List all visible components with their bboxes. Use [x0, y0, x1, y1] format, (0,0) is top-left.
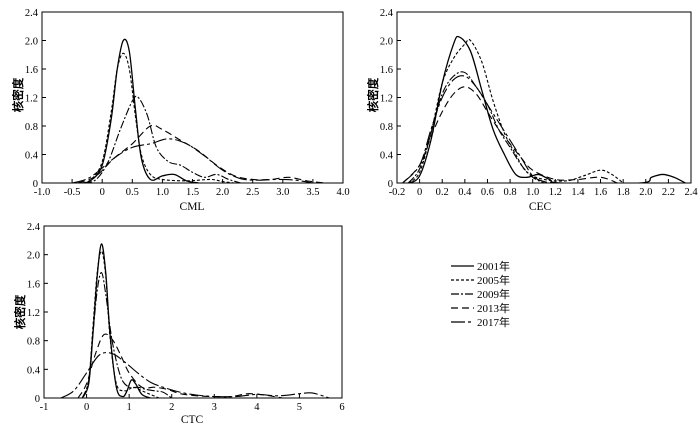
series-line-2001: [407, 35, 686, 183]
x-tick-label: 1: [127, 402, 132, 413]
x-tick-label: 2.0: [639, 187, 652, 198]
series-line-2009: [81, 272, 173, 398]
y-axis-label: 核密度: [13, 294, 27, 329]
y-tick-label: 1.2: [27, 308, 40, 319]
y-tick-label: 1.2: [380, 94, 393, 105]
y-tick-label: 2.0: [27, 251, 40, 262]
series-line-2001: [78, 38, 199, 183]
x-tick-label: 0: [417, 187, 422, 198]
series-line-2009: [407, 71, 545, 183]
x-tick-label: 1.8: [617, 187, 630, 198]
x-tick-label: 0.6: [481, 187, 494, 198]
x-tick-label: 1.0: [526, 187, 539, 198]
series-line-2013: [77, 333, 283, 398]
x-tick-label: 5: [297, 402, 302, 413]
y-axis-label: 核密度: [366, 77, 380, 112]
y-tick-label: 1.6: [25, 65, 38, 76]
plot-frame: [43, 225, 343, 399]
x-tick-label: 4.0: [336, 187, 349, 198]
plot-frame: [396, 11, 692, 184]
y-tick-label: 0: [33, 179, 38, 190]
x-tick-label: 0.5: [126, 187, 139, 198]
legend-label-2013: 2013年: [477, 301, 510, 315]
legend-label-2001: 2001年: [477, 259, 510, 273]
x-tick-label: 0: [84, 402, 89, 413]
x-tick-label: 0: [100, 187, 105, 198]
x-tick-label: 1.2: [549, 187, 562, 198]
x-tick-label: 2.4: [684, 187, 698, 198]
x-tick-label: 1.0: [156, 187, 169, 198]
x-tick-label: 2.0: [216, 187, 229, 198]
x-axis-label: CML: [180, 201, 205, 213]
x-tick-label: 2.2: [662, 187, 675, 198]
x-tick-label: 4: [254, 402, 260, 413]
y-tick-label: 2.0: [380, 37, 393, 48]
y-tick-label: 0: [388, 179, 393, 190]
y-tick-label: 1.6: [380, 65, 393, 76]
y-tick-label: 2.0: [25, 37, 38, 48]
x-tick-label: 1.4: [571, 187, 585, 198]
x-tick-label: 0.8: [504, 187, 517, 198]
x-tick-label: -1: [40, 402, 49, 413]
series-line-2017: [71, 138, 313, 183]
y-axis-label: 核密度: [11, 77, 25, 112]
x-tick-label: 2.5: [246, 187, 259, 198]
x-tick-label: 3: [212, 402, 217, 413]
y-tick-label: 2.4: [380, 8, 394, 19]
x-tick-label: -0.2: [389, 187, 406, 198]
panel-cml: -1.0 -0.5 0 0.5 1.0 1.5 2.0 2.5 3.0 3.5 4.0 0 0.4 0.8…: [11, 8, 350, 213]
legend-label-2009: 2009年: [477, 287, 510, 301]
y-tick-label: 0: [35, 394, 40, 405]
x-tick-label: -0.5: [64, 187, 81, 198]
y-tick-label: 0.8: [25, 122, 38, 133]
y-tick-label: 1.6: [27, 279, 40, 290]
x-tick-label: 3.5: [306, 187, 319, 198]
x-tick-label: 0.2: [436, 187, 449, 198]
series-line-2005: [407, 38, 624, 183]
x-tick-label: -1.0: [34, 187, 51, 198]
x-tick-label: 1.6: [594, 187, 607, 198]
y-tick-label: 2.4: [27, 222, 41, 233]
y-tick-label: 0.4: [27, 365, 41, 376]
legend-label-2017: 2017年: [477, 315, 510, 329]
x-axis-label: CEC: [529, 201, 552, 213]
y-tick-label: 0.4: [25, 151, 39, 162]
plot-frame: [41, 11, 344, 184]
x-tick-label: 0.4: [458, 187, 472, 198]
x-tick-label: 1.5: [186, 187, 199, 198]
y-tick-label: 0.8: [380, 122, 393, 133]
legend-label-2005: 2005年: [477, 273, 510, 287]
x-tick-label: 3.0: [276, 187, 289, 198]
series-line-2005: [81, 250, 160, 398]
y-tick-label: 0.4: [380, 151, 394, 162]
x-tick-label: 6: [339, 402, 344, 413]
series-line-2017: [60, 352, 330, 398]
x-tick-label: 2: [169, 402, 174, 413]
y-tick-label: 1.2: [25, 94, 38, 105]
panel-cec: -0.2 0 0.2 0.4 0.6 0.8 1.0 1.2 1.4 1.6 1.8 2.0 2.2 2.…: [366, 8, 698, 213]
series-line-2013: [402, 86, 618, 183]
series-line-2017: [402, 75, 556, 183]
series-line-2001: [81, 243, 151, 398]
y-tick-label: 2.4: [25, 8, 39, 19]
y-tick-label: 0.8: [27, 337, 40, 348]
x-axis-label: CTC: [181, 414, 204, 426]
series-line-2005: [77, 52, 235, 183]
series-line-2009: [83, 95, 241, 183]
